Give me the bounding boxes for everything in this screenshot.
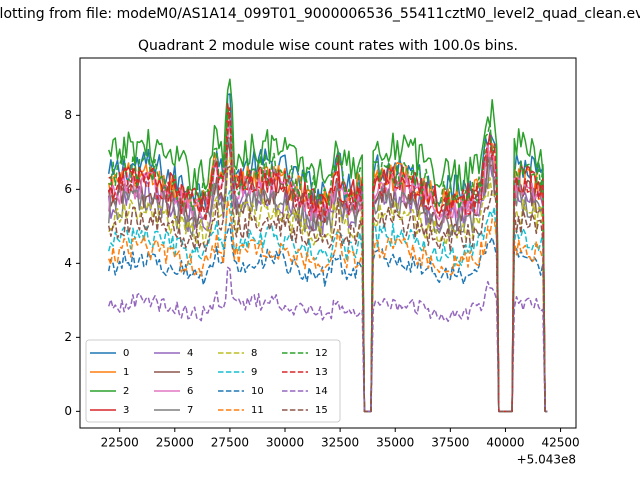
chart-title: Quadrant 2 module wise count rates with …	[138, 38, 518, 54]
legend-label: 10	[251, 386, 264, 397]
legend-label: 0	[123, 348, 129, 359]
x-tick-label: 30000	[266, 436, 304, 450]
legend-label: 11	[251, 405, 264, 416]
x-tick-label: 40000	[486, 436, 524, 450]
legend-label: 14	[315, 386, 328, 397]
y-tick-label: 6	[64, 182, 72, 196]
series-line-14	[107, 266, 548, 413]
legend-label: 8	[251, 348, 257, 359]
series-line-11	[108, 199, 548, 413]
series-line-12	[108, 108, 548, 413]
legend-label: 2	[123, 386, 129, 397]
series-layer	[107, 78, 548, 413]
series-line-2	[107, 78, 548, 413]
legend-label: 15	[315, 405, 328, 416]
x-tick-label: 35000	[376, 436, 414, 450]
series-line-15	[107, 165, 548, 413]
series-line-13	[107, 106, 548, 413]
x-tick-label: 32500	[321, 436, 359, 450]
legend-label: 4	[187, 348, 193, 359]
legend-label: 9	[251, 367, 257, 378]
legend-label: 13	[315, 367, 328, 378]
y-tick-label: 8	[64, 108, 72, 122]
series-line-8	[108, 156, 548, 413]
x-tick-label: 42500	[541, 436, 579, 450]
y-tick-label: 2	[64, 330, 72, 344]
x-tick-label: 37500	[431, 436, 469, 450]
x-offset-label: +5.043e8	[517, 453, 576, 467]
legend-label: 1	[123, 367, 129, 378]
legend-frame	[85, 339, 341, 423]
x-tick-label: 25000	[156, 436, 194, 450]
legend-label: 5	[187, 367, 193, 378]
legend-label: 12	[315, 348, 328, 359]
x-tick-label: 22500	[101, 436, 139, 450]
axes-frame	[79, 57, 577, 429]
x-tick-label: 27500	[211, 436, 249, 450]
figure-suptitle: Plotting from file: modeM0/AS1A14_099T01…	[0, 6, 640, 22]
x-axis: 22500 25000 27500 30000 32500 35000 37500 40000…	[101, 428, 580, 450]
series-line-10	[107, 222, 548, 413]
y-tick-label: 0	[64, 404, 72, 418]
legend-label: 7	[187, 405, 193, 416]
series-line-9	[107, 190, 548, 413]
y-axis: 0 2 4 6 8	[64, 108, 80, 418]
legend-label: 6	[187, 386, 193, 397]
legend-label: 3	[123, 405, 129, 416]
y-tick-label: 4	[64, 256, 72, 270]
